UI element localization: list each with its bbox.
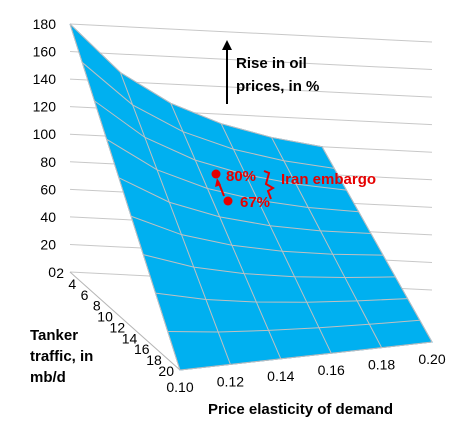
point-80 xyxy=(211,169,221,179)
surface-mesh-line xyxy=(69,23,323,148)
y-tick-label: 6 xyxy=(81,287,89,303)
x-axis-title: Price elasticity of demand xyxy=(208,401,393,418)
x-tick-label: 0.20 xyxy=(418,351,445,367)
point-67-label: 67% xyxy=(240,194,270,211)
x-tick-label: 0.12 xyxy=(217,373,244,389)
x-tick-label: 0.10 xyxy=(166,379,193,395)
point-67 xyxy=(223,196,233,206)
y-axis-title-line2: traffic, in xyxy=(30,348,93,365)
y-tick-label: 14 xyxy=(122,330,138,346)
z-annotation: Rise in oil prices, in % xyxy=(222,40,319,104)
surface-mesh-line xyxy=(170,103,282,359)
y-tick-label: 10 xyxy=(97,309,113,325)
z-tick-label: 80 xyxy=(40,154,56,170)
y-tick-label: 2 xyxy=(56,265,64,281)
up-arrow-icon xyxy=(222,40,232,50)
surface-mesh-line xyxy=(271,137,383,348)
x-tick-label: 0.16 xyxy=(318,362,345,378)
point-arrow-icon xyxy=(215,178,221,187)
x-axis-ticks: 0.10 0.12 0.14 0.16 0.18 0.20 xyxy=(166,351,445,395)
z-gridline xyxy=(69,51,433,71)
z-axis-ticks: 0 20 40 60 80 100 120 140 160 180 xyxy=(33,16,57,280)
y-tick-label: 4 xyxy=(68,276,76,292)
z-gridline xyxy=(69,23,433,43)
y-tick-label: 8 xyxy=(93,298,101,314)
surface-mesh-line xyxy=(119,72,231,365)
surface-mesh-line xyxy=(321,146,433,343)
z-annotation-line2: prices, in % xyxy=(236,78,319,95)
z-tick-label: 100 xyxy=(33,126,57,142)
point-80-label: 80% xyxy=(226,168,256,185)
z-tick-label: 20 xyxy=(40,236,56,252)
surface-mesh-line xyxy=(143,254,396,279)
surface-mesh-line xyxy=(118,177,371,235)
surface-mesh-line xyxy=(167,319,420,333)
surface-mesh-line xyxy=(179,341,433,371)
y-tick-label: 18 xyxy=(146,352,162,368)
y-tick-label: 20 xyxy=(158,363,174,379)
y-tick-label: 12 xyxy=(110,319,126,335)
surface-mesh-line xyxy=(130,215,384,256)
surface-mesh-line xyxy=(155,292,408,303)
z-tick-label: 120 xyxy=(33,99,57,115)
y-axis-title-line3: mb/d xyxy=(30,369,66,386)
embargo-label: Iran embargo xyxy=(281,171,376,188)
surface-mesh-line xyxy=(220,123,332,354)
iran-embargo-highlight: 80% 67% Iran embargo xyxy=(211,168,376,211)
z-annotation-line1: Rise in oil xyxy=(236,55,307,72)
surface-mesh-line xyxy=(69,23,181,371)
z-tick-label: 60 xyxy=(40,181,56,197)
y-axis-title-line1: Tanker xyxy=(30,327,78,344)
surface-mesh-line xyxy=(81,62,335,169)
surface-mesh-line xyxy=(106,138,359,213)
z-tick-label: 160 xyxy=(33,44,57,60)
surface-mesh-line xyxy=(94,100,347,191)
floor-left-edge xyxy=(69,271,181,371)
surface xyxy=(69,23,433,371)
x-tick-label: 0.14 xyxy=(267,368,294,384)
embargo-bracket xyxy=(263,170,275,200)
z-tick-label: 140 xyxy=(33,71,57,87)
z-tick-label: 0 xyxy=(48,264,56,280)
y-tick-label: 16 xyxy=(134,341,150,357)
x-tick-label: 0.18 xyxy=(368,357,395,373)
z-tick-label: 40 xyxy=(40,209,56,225)
z-tick-label: 180 xyxy=(33,16,57,32)
